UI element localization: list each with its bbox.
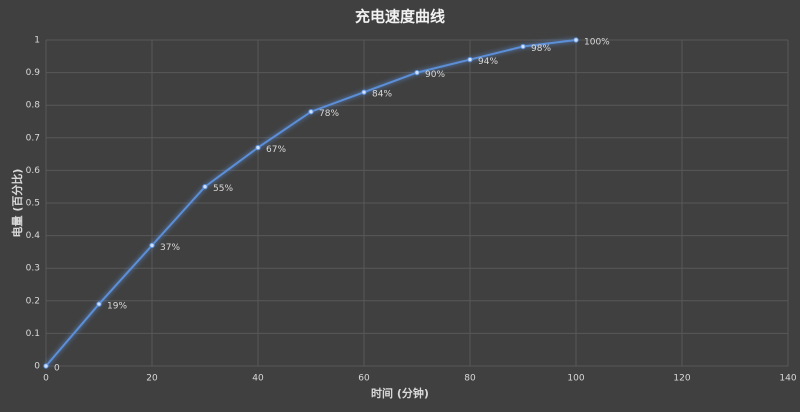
y-tick-label: 0.3 xyxy=(26,264,40,274)
data-point xyxy=(467,56,473,63)
x-tick-label: 20 xyxy=(146,374,158,384)
y-tick-label: 0.6 xyxy=(26,166,41,176)
data-label: 90% xyxy=(425,70,445,80)
data-label: 78% xyxy=(319,109,339,119)
x-tick-label: 0 xyxy=(43,374,49,384)
data-label: 55% xyxy=(213,184,233,194)
data-point xyxy=(202,184,208,190)
y-tick-label: 0.1 xyxy=(26,329,40,339)
y-tick-label: 0.9 xyxy=(26,68,41,78)
data-point xyxy=(414,69,420,76)
data-point xyxy=(573,37,579,43)
x-tick-label: 60 xyxy=(358,374,370,384)
x-tick-label: 140 xyxy=(779,374,796,384)
y-tick-label: 0.5 xyxy=(26,199,40,209)
data-point xyxy=(43,363,49,369)
x-axis-label: 时间 (分钟) xyxy=(371,386,429,400)
data-label: 100% xyxy=(584,38,610,48)
y-tick-label: 0 xyxy=(34,362,40,372)
y-tick-label: 0.2 xyxy=(26,296,40,306)
y-axis-label: 电量 (百分比) xyxy=(10,169,24,238)
x-tick-label: 40 xyxy=(252,374,264,384)
y-tick-label: 1 xyxy=(34,36,40,46)
data-label: 94% xyxy=(478,57,498,67)
data-point xyxy=(96,301,102,307)
y-tick-label: 0.7 xyxy=(26,133,40,143)
data-point xyxy=(308,109,314,115)
chart-title: 充电速度曲线 xyxy=(355,8,445,26)
data-label: 84% xyxy=(372,90,392,100)
data-point xyxy=(149,242,155,249)
data-label: 98% xyxy=(531,44,551,54)
x-tick-label: 100 xyxy=(567,374,584,384)
x-tick-label: 80 xyxy=(464,374,476,384)
data-point xyxy=(520,43,526,50)
data-point xyxy=(361,89,367,95)
data-label: 67% xyxy=(266,145,286,155)
data-point xyxy=(255,144,261,151)
y-tick-label: 0.8 xyxy=(26,101,41,111)
data-label: 0 xyxy=(54,364,60,374)
y-tick-label: 0.4 xyxy=(26,231,41,241)
data-label: 37% xyxy=(160,243,180,253)
x-tick-label: 120 xyxy=(673,374,690,384)
data-label: 19% xyxy=(107,302,127,312)
